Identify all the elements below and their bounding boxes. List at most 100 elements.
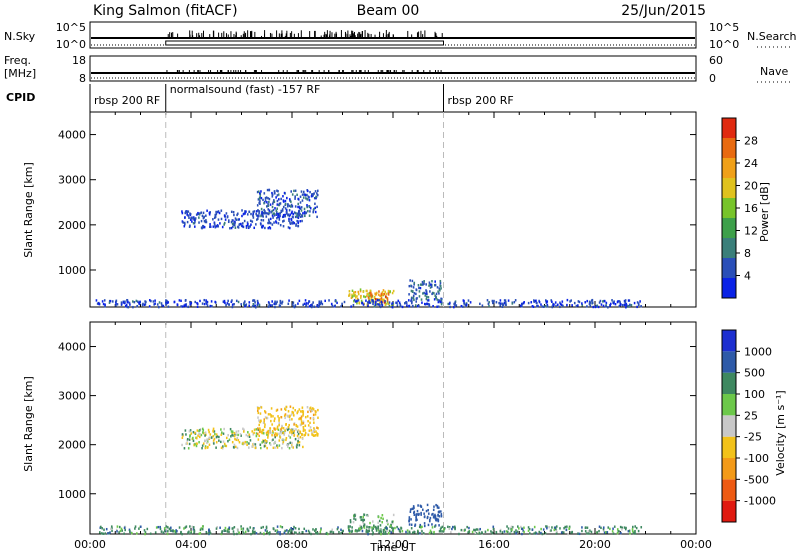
range-cell	[260, 223, 262, 226]
range-cell	[268, 209, 271, 212]
range-cell	[431, 292, 433, 296]
range-cell	[170, 526, 172, 529]
range-cell	[370, 294, 372, 297]
range-cell	[314, 413, 317, 416]
range-cell	[248, 301, 251, 304]
range-cell	[376, 298, 379, 302]
range-cell	[294, 215, 297, 219]
range-cell	[311, 407, 314, 410]
range-cell	[276, 446, 279, 449]
range-cell	[257, 302, 259, 305]
range-cell	[201, 302, 204, 305]
range-cell	[263, 445, 266, 448]
range-cell	[636, 305, 638, 309]
range-cell	[205, 219, 207, 222]
range-cell	[198, 432, 200, 435]
range-cell	[381, 514, 384, 517]
range-cell	[368, 527, 370, 531]
range-cell	[284, 202, 287, 206]
range-cell	[223, 223, 225, 226]
range-cell	[406, 529, 409, 532]
range-cell	[230, 210, 233, 214]
range-cell	[420, 526, 422, 529]
range-cell	[314, 531, 317, 535]
range-cell	[231, 219, 234, 222]
range-cell	[240, 303, 243, 306]
range-cell	[426, 503, 429, 507]
range-cell	[537, 304, 539, 308]
colorbar-swatch	[722, 330, 736, 352]
range-cell	[293, 429, 295, 433]
range-cell	[266, 416, 269, 420]
range-cell	[190, 216, 192, 220]
range-cell	[244, 210, 246, 213]
range-cell	[478, 531, 481, 535]
range-cell	[256, 214, 258, 217]
range-cell	[390, 531, 393, 534]
range-cell	[465, 303, 468, 306]
range-cell	[246, 440, 248, 444]
range-cell	[161, 304, 163, 307]
range-cell	[278, 417, 280, 420]
range-cell	[387, 293, 390, 296]
range-cell	[302, 422, 305, 425]
range-cell	[640, 526, 643, 529]
range-cell	[603, 299, 606, 303]
range-cell	[347, 526, 350, 529]
range-cell	[233, 526, 236, 529]
range-cell	[542, 528, 545, 531]
range-cell	[527, 526, 530, 529]
range-cell	[288, 204, 291, 208]
range-cell	[267, 532, 270, 535]
range-cell	[473, 528, 475, 532]
range-cell	[458, 532, 460, 536]
range-cell	[421, 280, 424, 284]
range-cell	[383, 301, 386, 304]
range-cell	[467, 299, 470, 302]
range-cell	[172, 530, 174, 533]
range-cell	[559, 301, 561, 304]
range-cell	[379, 524, 382, 527]
range-cell	[301, 199, 304, 202]
range-cell	[326, 532, 329, 536]
range-cell	[296, 214, 298, 217]
range-cell	[423, 512, 425, 515]
range-cell	[369, 301, 372, 304]
range-cell	[511, 302, 514, 305]
range-cell	[544, 304, 547, 308]
range-cell	[244, 212, 246, 215]
range-cell	[252, 529, 254, 533]
range-cell	[281, 526, 284, 529]
range-cell	[311, 304, 314, 307]
range-cell	[204, 220, 207, 224]
range-cell	[276, 217, 278, 220]
range-cell	[602, 526, 605, 529]
range-cell	[185, 304, 187, 308]
range-cell	[359, 288, 362, 291]
range-cell	[275, 196, 277, 199]
range-cell	[336, 301, 338, 305]
range-cell	[231, 299, 233, 302]
range-cell	[188, 216, 190, 219]
range-cell	[385, 526, 388, 530]
range-cell	[219, 222, 221, 225]
range-cell	[427, 299, 430, 302]
range-cell	[306, 205, 308, 209]
range-cell	[619, 525, 622, 529]
range-cell	[150, 299, 152, 303]
range-cell	[521, 302, 524, 306]
range-cell	[606, 531, 609, 534]
colorbar-swatch	[722, 436, 736, 458]
range-cell	[401, 530, 404, 533]
range-cell	[427, 302, 429, 306]
range-cell	[265, 215, 268, 218]
range-cell	[413, 530, 416, 534]
range-cell	[599, 299, 602, 303]
y-tick-label: 3000	[58, 390, 86, 403]
range-cell	[204, 431, 207, 434]
range-cell	[267, 203, 269, 206]
range-cell	[308, 429, 311, 432]
range-cell	[287, 203, 289, 206]
range-cell	[453, 526, 456, 529]
